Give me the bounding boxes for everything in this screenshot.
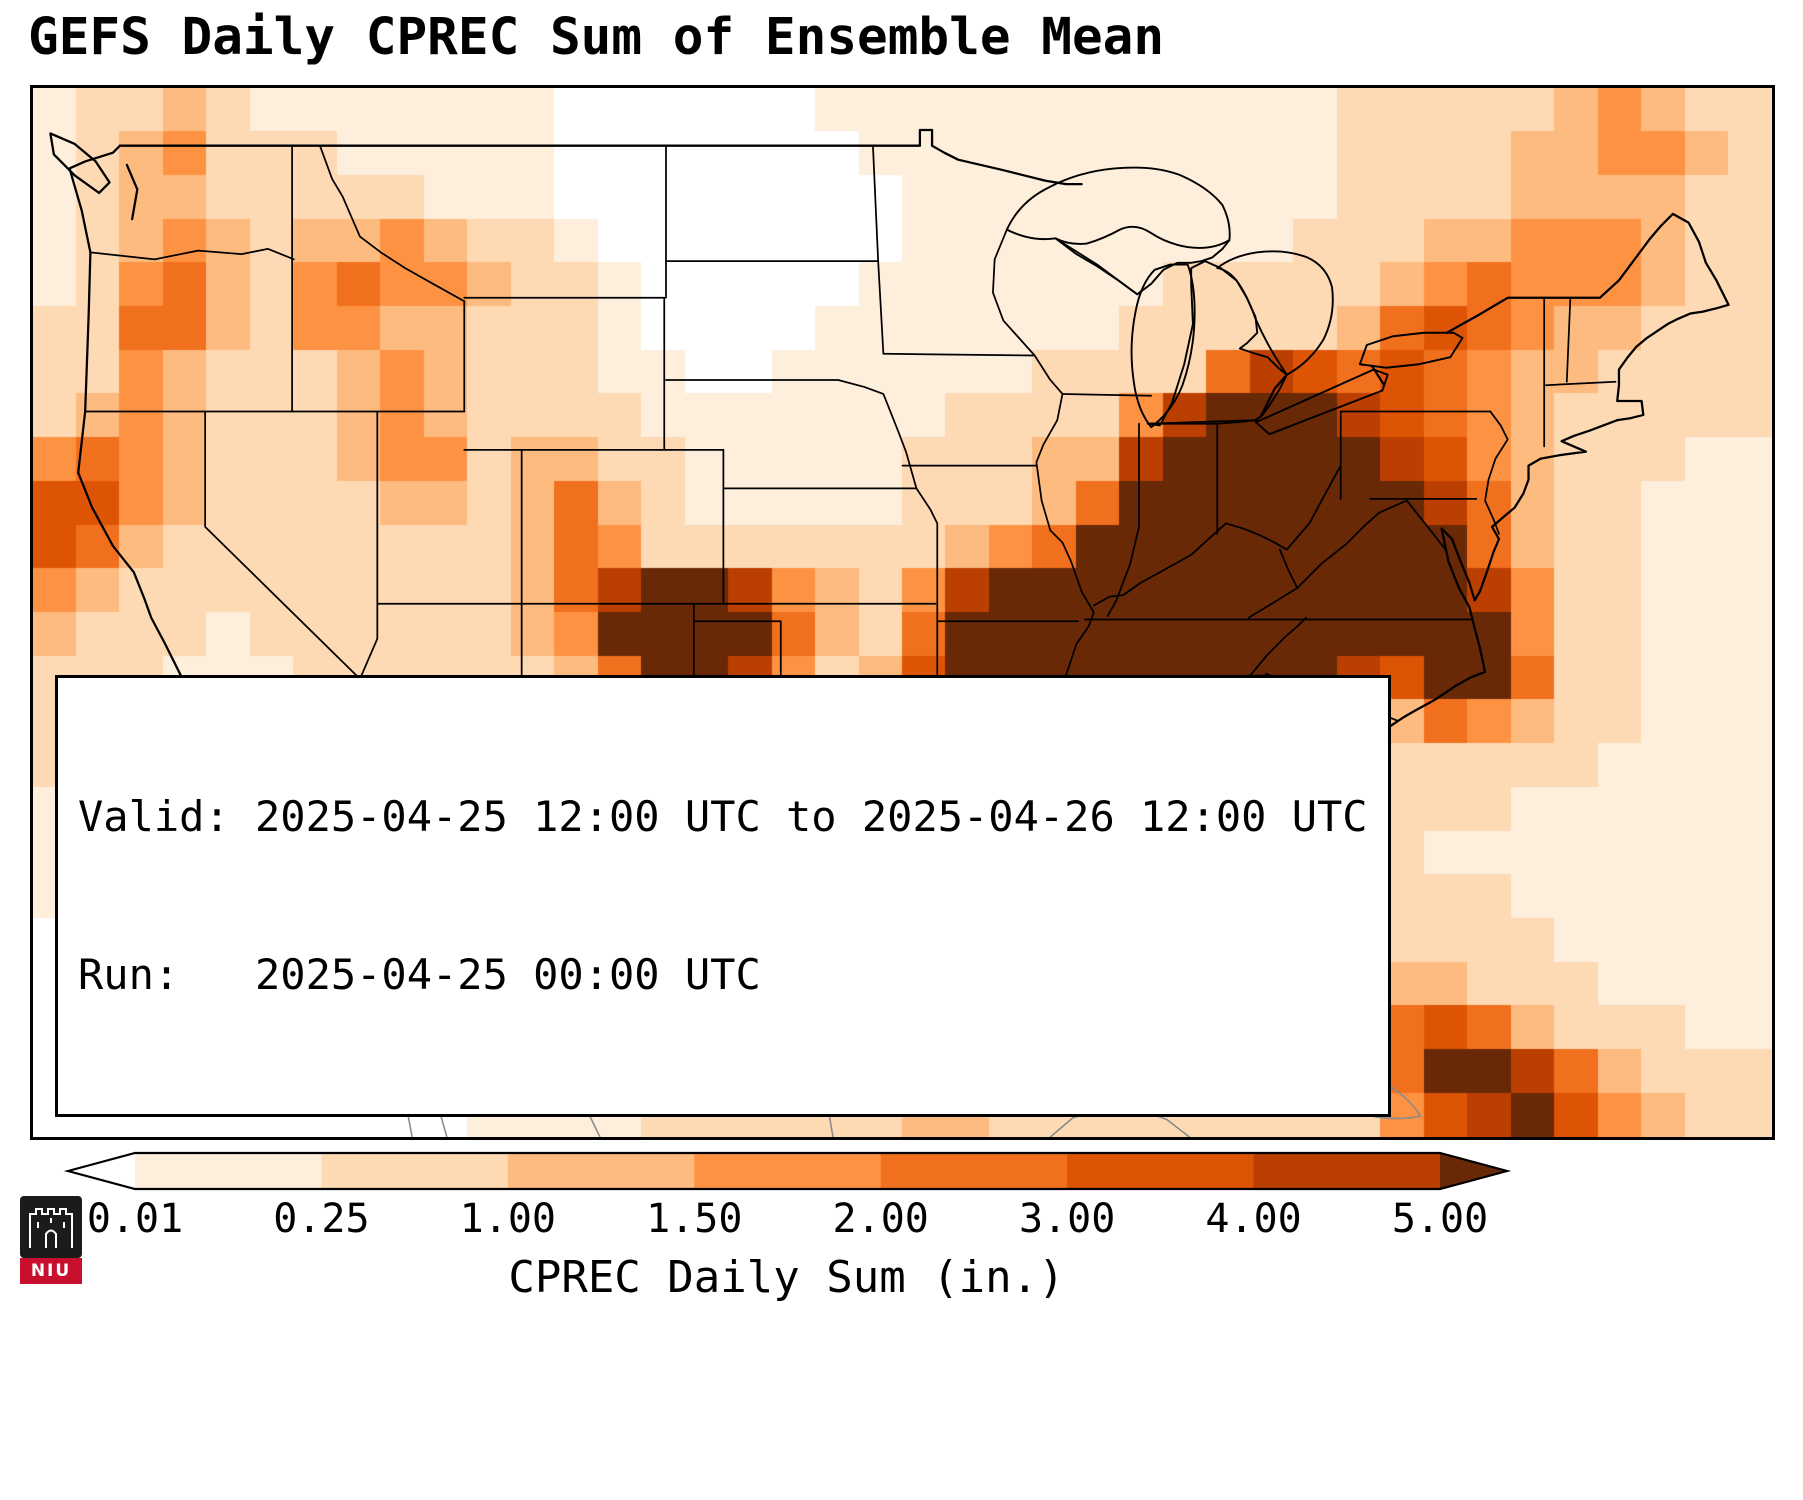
castle-icon xyxy=(20,1196,82,1258)
colorbar-tick-label: 5.00 xyxy=(1391,1196,1489,1242)
great-lakes xyxy=(1005,166,1464,436)
colorbar-tick-label: 1.50 xyxy=(646,1196,743,1242)
valid-time-text: Valid: 2025-04-25 12:00 UTC to 2025-04-2… xyxy=(78,792,1368,841)
niu-logo: NIU xyxy=(20,1196,82,1284)
colorbar-label: CPREC Daily Sum (in.) xyxy=(508,1252,1065,1303)
info-box: Valid: 2025-04-25 12:00 UTC to 2025-04-2… xyxy=(55,675,1391,1117)
colorbar-tick-label: 1.00 xyxy=(459,1196,557,1242)
colorbar-over-arrow xyxy=(1440,1153,1507,1189)
colorbar-tick-label: 0.25 xyxy=(273,1196,370,1242)
lake-michigan xyxy=(1130,263,1196,429)
page-title: GEFS Daily CPREC Sum of Ensemble Mean xyxy=(28,8,1165,67)
colorbar-segment xyxy=(321,1153,509,1189)
michigan-mitten xyxy=(1146,260,1288,427)
lake-ontario xyxy=(1358,331,1464,369)
colorbar-tick-label: 0.01 xyxy=(86,1196,184,1242)
run-time-text: Run: 2025-04-25 00:00 UTC xyxy=(78,949,761,999)
puget-sound xyxy=(125,163,139,221)
colorbar-tick-label: 2.00 xyxy=(832,1196,929,1242)
ohio-river-border xyxy=(1092,464,1342,607)
niu-logo-text: NIU xyxy=(20,1258,82,1284)
vancouver-island-outline xyxy=(49,132,111,195)
lake-erie xyxy=(1254,368,1389,436)
colorbar-segment xyxy=(880,1153,1068,1189)
colorbar-segment xyxy=(1253,1153,1441,1189)
lake-huron xyxy=(1216,250,1334,376)
colorbar-svg xyxy=(63,1151,1512,1191)
colorbar-under-arrow xyxy=(68,1153,135,1189)
colorbar-segment xyxy=(507,1153,695,1189)
upper-peninsula xyxy=(1054,237,1231,296)
colorbar-tick-label: 3.00 xyxy=(1018,1196,1116,1242)
map-frame: Valid: 2025-04-25 12:00 UTC to 2025-04-2… xyxy=(30,85,1775,1140)
colorbar-segment xyxy=(694,1153,882,1189)
lake-superior xyxy=(1005,166,1231,249)
colorbar-outline xyxy=(63,1151,1512,1191)
colorbar-tick-label: 4.00 xyxy=(1205,1196,1302,1242)
canada-border xyxy=(118,128,1730,418)
colorbar-ticks: 0.01 0.25 1.00 1.50 2.00 3.00 4.00 5.00 xyxy=(0,1196,1803,1248)
colorbar-segment xyxy=(135,1153,322,1189)
colorbar-segment xyxy=(1067,1153,1255,1189)
